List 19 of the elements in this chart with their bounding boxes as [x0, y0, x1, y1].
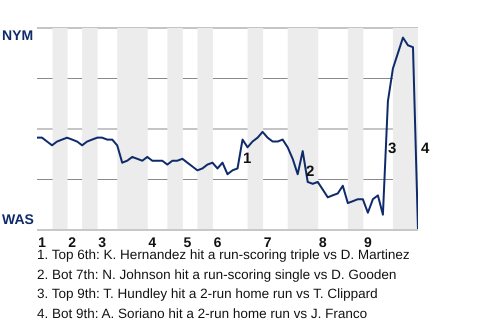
text: 3. Top 9th: T. Hundley hit a 2-run home run vs T. Clippard	[37, 285, 379, 303]
x-tick-label: 1	[38, 234, 46, 250]
x-tick-label: 2	[68, 234, 76, 250]
x-tick-label: 9	[364, 234, 372, 250]
text: WAS	[2, 211, 34, 227]
text: NYM	[2, 27, 34, 43]
x-tick-label: 5	[183, 234, 192, 250]
x-tick-label: 3	[98, 234, 106, 250]
text: 4	[421, 140, 430, 157]
annotation: 3	[388, 140, 396, 157]
text: 2. Bot 7th: N. Johnson hit a run-scoring single vs D. Gooden	[37, 266, 398, 284]
x-tick-label: 7	[264, 234, 272, 250]
x-tick-label: 8	[318, 234, 327, 250]
x-tick-label: 6	[214, 234, 222, 250]
text: 1. Top 6th: K. Hernandez hit a run-scoring triple vs D. Martinez	[37, 247, 410, 264]
x-tick-label: 4	[148, 234, 156, 250]
annotation: 2	[306, 163, 314, 180]
text: 4. Bot 9th: A. Soriano hit a 2-run home run vs J. Franco	[37, 304, 368, 320]
annotation: 1	[243, 150, 252, 167]
